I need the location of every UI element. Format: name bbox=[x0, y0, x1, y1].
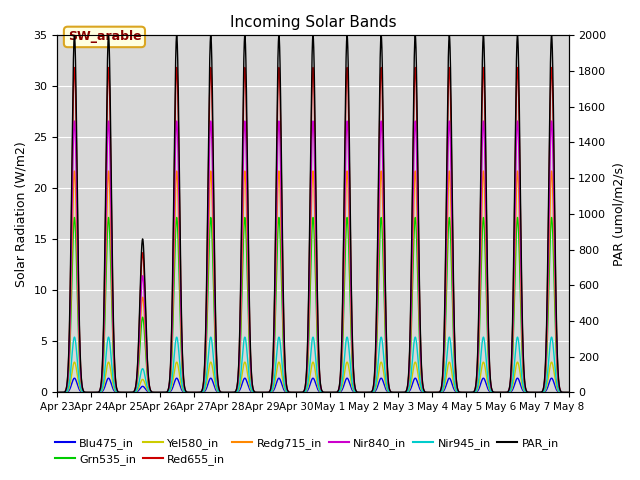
PAR_in bbox=[70, 33, 78, 38]
Nir840_in bbox=[245, 296, 253, 302]
Blu475_in bbox=[383, 388, 391, 394]
Nir945_in bbox=[54, 390, 61, 396]
Line: Blu475_in: Blu475_in bbox=[58, 378, 568, 393]
Y-axis label: PAR (umol/m2/s): PAR (umol/m2/s) bbox=[612, 162, 625, 266]
Nir945_in bbox=[563, 390, 571, 396]
Blu475_in bbox=[157, 390, 165, 396]
PAR_in bbox=[564, 390, 572, 396]
Nir840_in bbox=[157, 390, 165, 396]
Redg715_in bbox=[563, 390, 571, 396]
Yel580_in bbox=[157, 390, 165, 396]
PAR_in bbox=[157, 390, 165, 396]
Blu475_in bbox=[456, 390, 464, 396]
Redg715_in bbox=[157, 390, 165, 396]
Legend: Blu475_in, Grn535_in, Yel580_in, Red655_in, Redg715_in, Nir840_in, Nir945_in, PA: Blu475_in, Grn535_in, Yel580_in, Red655_… bbox=[51, 433, 563, 469]
Nir840_in bbox=[456, 389, 464, 395]
Yel580_in bbox=[383, 387, 391, 393]
Blu475_in bbox=[70, 375, 78, 381]
Nir945_in bbox=[383, 385, 391, 391]
Redg715_in bbox=[163, 389, 171, 395]
Blu475_in bbox=[54, 390, 61, 396]
Red655_in bbox=[70, 65, 78, 71]
Yel580_in bbox=[163, 390, 171, 396]
Red655_in bbox=[456, 389, 464, 395]
Line: PAR_in: PAR_in bbox=[58, 36, 568, 393]
Red655_in bbox=[564, 390, 572, 396]
Nir945_in bbox=[70, 334, 78, 340]
Redg715_in bbox=[245, 313, 253, 319]
Line: Nir945_in: Nir945_in bbox=[58, 337, 568, 393]
Nir840_in bbox=[54, 390, 61, 396]
Nir945_in bbox=[157, 390, 165, 396]
Grn535_in bbox=[157, 390, 165, 396]
Grn535_in bbox=[383, 375, 391, 381]
Grn535_in bbox=[563, 390, 571, 396]
Redg715_in bbox=[456, 389, 464, 395]
Blu475_in bbox=[245, 384, 253, 390]
Nir945_in bbox=[245, 371, 253, 376]
PAR_in bbox=[54, 390, 61, 396]
Title: Incoming Solar Bands: Incoming Solar Bands bbox=[230, 15, 396, 30]
PAR_in bbox=[163, 389, 171, 395]
Y-axis label: Solar Radiation (W/m2): Solar Radiation (W/m2) bbox=[15, 141, 28, 287]
Yel580_in bbox=[54, 390, 61, 396]
Nir945_in bbox=[456, 390, 464, 396]
Red655_in bbox=[54, 390, 61, 396]
Yel580_in bbox=[70, 359, 78, 365]
Red655_in bbox=[563, 390, 571, 396]
Nir840_in bbox=[383, 368, 391, 373]
Nir945_in bbox=[564, 390, 572, 396]
Redg715_in bbox=[70, 168, 78, 174]
Red655_in bbox=[245, 277, 253, 283]
Red655_in bbox=[383, 363, 391, 369]
Yel580_in bbox=[564, 390, 572, 396]
Grn535_in bbox=[245, 329, 253, 335]
Line: Yel580_in: Yel580_in bbox=[58, 362, 568, 393]
Line: Grn535_in: Grn535_in bbox=[58, 217, 568, 393]
Nir840_in bbox=[163, 389, 171, 395]
Redg715_in bbox=[564, 390, 572, 396]
Yel580_in bbox=[563, 390, 571, 396]
Line: Red655_in: Red655_in bbox=[58, 68, 568, 393]
Grn535_in bbox=[564, 390, 572, 396]
Nir840_in bbox=[70, 118, 78, 124]
Blu475_in bbox=[564, 390, 572, 396]
Text: SW_arable: SW_arable bbox=[68, 30, 141, 43]
Redg715_in bbox=[54, 390, 61, 396]
PAR_in bbox=[563, 390, 571, 396]
PAR_in bbox=[383, 360, 391, 366]
Redg715_in bbox=[383, 372, 391, 377]
Line: Redg715_in: Redg715_in bbox=[58, 171, 568, 393]
Nir945_in bbox=[163, 389, 171, 395]
Yel580_in bbox=[245, 379, 253, 385]
Blu475_in bbox=[163, 390, 171, 396]
Nir840_in bbox=[564, 390, 572, 396]
Yel580_in bbox=[456, 390, 464, 396]
Line: Nir840_in: Nir840_in bbox=[58, 121, 568, 393]
Blu475_in bbox=[563, 390, 571, 396]
Grn535_in bbox=[163, 389, 171, 395]
Grn535_in bbox=[456, 389, 464, 395]
PAR_in bbox=[456, 389, 464, 395]
PAR_in bbox=[245, 266, 253, 272]
Grn535_in bbox=[54, 390, 61, 396]
Red655_in bbox=[163, 389, 171, 395]
Grn535_in bbox=[70, 215, 78, 220]
Nir840_in bbox=[563, 390, 571, 396]
Red655_in bbox=[157, 390, 165, 396]
